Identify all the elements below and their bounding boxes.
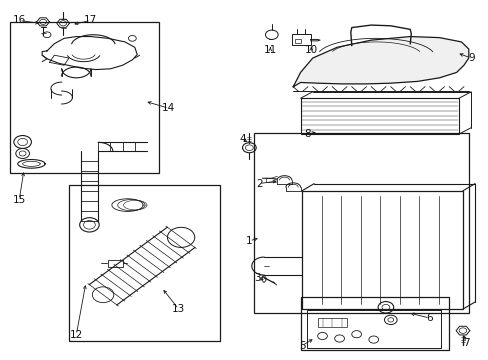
Text: 12: 12	[69, 330, 83, 340]
Text: 16: 16	[13, 15, 26, 26]
Bar	[300, 98, 458, 134]
Bar	[306, 310, 440, 348]
Text: 7: 7	[462, 338, 468, 348]
Bar	[69, 185, 220, 341]
Text: 14: 14	[162, 103, 175, 113]
Text: 8: 8	[304, 129, 310, 139]
Bar	[302, 191, 462, 309]
Text: 2: 2	[255, 179, 262, 189]
Text: 1: 1	[245, 236, 252, 246]
Bar	[300, 297, 448, 350]
Text: 6: 6	[426, 313, 432, 323]
Polygon shape	[293, 37, 468, 87]
Text: 9: 9	[467, 53, 473, 63]
Bar	[254, 134, 468, 313]
Bar	[108, 260, 122, 267]
Text: 4: 4	[239, 134, 246, 144]
Text: 17: 17	[84, 15, 97, 26]
Text: 5: 5	[298, 341, 305, 351]
Bar	[292, 35, 310, 45]
Bar	[295, 39, 301, 43]
Text: 3: 3	[254, 273, 261, 283]
Text: 13: 13	[172, 304, 185, 314]
Bar	[317, 318, 346, 327]
Bar	[10, 22, 159, 173]
Text: 15: 15	[13, 195, 26, 205]
Text: 11: 11	[263, 45, 276, 55]
Text: 10: 10	[304, 45, 317, 55]
